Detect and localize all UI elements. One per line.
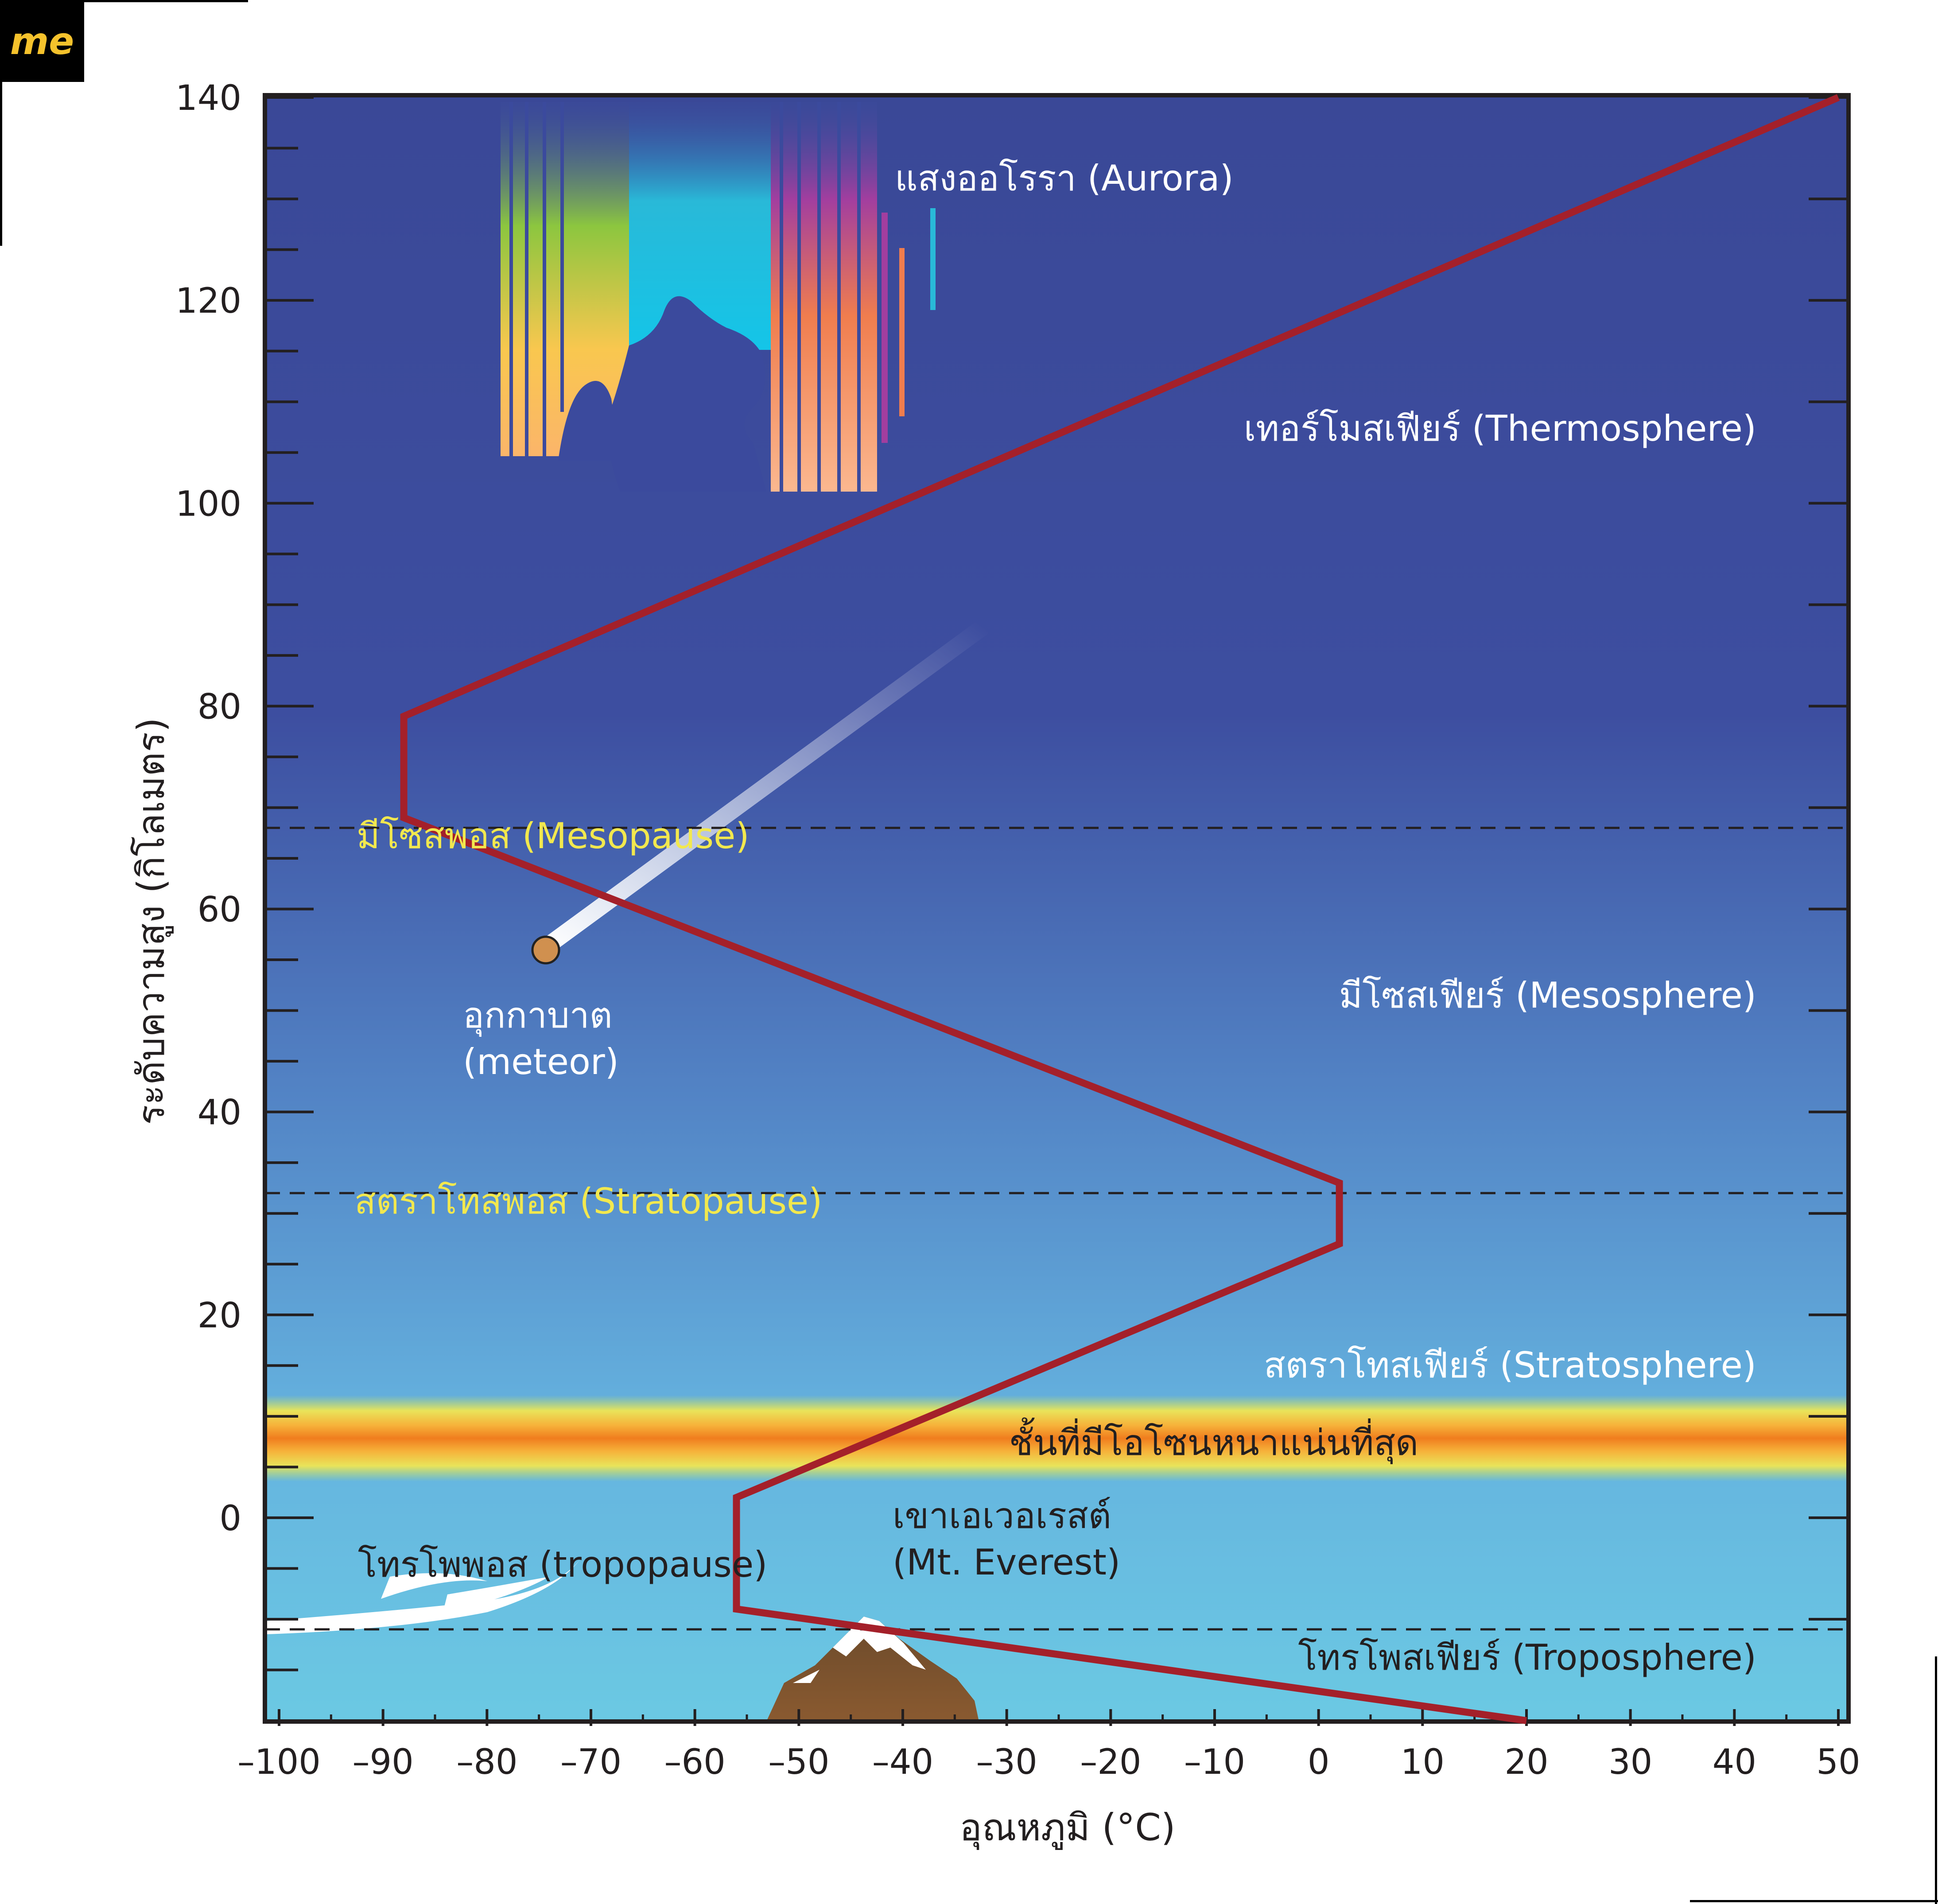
x-tick-label: –50 — [768, 1742, 829, 1782]
x-tick-label: –60 — [664, 1742, 726, 1782]
aurora-graphic — [501, 102, 936, 492]
curve-point — [1526, 1720, 1527, 1721]
x-tick-label: –20 — [1080, 1742, 1141, 1782]
frame-top-left-h — [0, 0, 248, 2]
meteor-label-line2: (meteor) — [463, 1041, 619, 1082]
y-tick-label: 80 — [198, 687, 241, 727]
cloud-graphic — [265, 1559, 580, 1634]
x-tick-label: 20 — [1504, 1742, 1548, 1782]
x-tick-label: 30 — [1608, 1742, 1652, 1782]
y-tick-label: 140 — [175, 78, 241, 118]
y-tick-label: 120 — [175, 281, 241, 321]
everest-label-line1: เขาเอเวอเรสต์ — [893, 1495, 1111, 1536]
x-tick-label: –100 — [237, 1742, 321, 1782]
x-tick-label: –40 — [872, 1742, 933, 1782]
y-tick-label: 100 — [175, 484, 241, 524]
x-tick-label: –30 — [976, 1742, 1037, 1782]
stratopause-label: สตราโทสพอส (Stratopause) — [354, 1181, 822, 1222]
tropopause-label: โทรโพพอส (tropopause) — [358, 1544, 767, 1585]
ozone-band — [265, 1395, 1849, 1481]
x-tick-label: 10 — [1401, 1742, 1445, 1782]
curve-point — [1838, 97, 1839, 98]
logo-text: me — [10, 19, 74, 63]
y-tick-label: 0 — [219, 1499, 241, 1539]
x-tick-label: 0 — [1308, 1742, 1330, 1782]
y-tick-label: 20 — [198, 1296, 241, 1336]
x-tick-label: 50 — [1816, 1742, 1860, 1782]
curve-point — [736, 1497, 737, 1498]
frame-bottom-right-v — [1935, 1656, 1937, 1904]
frame-top-left-v — [0, 0, 2, 246]
x-axis-label: อุณหภูมิ (°C) — [959, 1806, 1175, 1850]
mesopause-label: มีโซสพอส (Mesopause) — [357, 815, 750, 857]
y-tick-label: 40 — [198, 1093, 241, 1133]
mesosphere-label: มีโซสเฟียร์ (Mesosphere) — [1339, 975, 1756, 1016]
x-tick-label: –10 — [1184, 1742, 1245, 1782]
curve-point — [1339, 1243, 1340, 1244]
stratosphere-label: สตราโทสเฟียร์ (Stratosphere) — [1264, 1345, 1756, 1386]
x-tick-label: –70 — [560, 1742, 621, 1782]
thermosphere-label: เทอร์โมสเฟียร์ (Thermosphere) — [1244, 408, 1756, 449]
frame-bottom-right-h — [1690, 1900, 1938, 1902]
temperature-curve — [400, 94, 1840, 1724]
y-axis-label: ระดับความสูง (กิโลเมตร) — [129, 717, 174, 1125]
x-tick-label: –80 — [456, 1742, 517, 1782]
x-tick-label: –90 — [353, 1742, 414, 1782]
ozone-label: ชั้นที่มีโอโซนหนาแน่นที่สุด — [1009, 1417, 1418, 1464]
meteor-dot — [531, 935, 560, 965]
troposphere-label: โทรโพสเฟียร์ (Troposphere) — [1298, 1637, 1756, 1678]
mountain-graphic — [766, 1617, 979, 1722]
meteor-graphic — [531, 620, 989, 965]
logo: me — [0, 0, 84, 82]
y-tick-label: 60 — [198, 890, 241, 930]
meteor-label-line1: อุกกาบาต — [463, 995, 613, 1037]
x-tick-label: 40 — [1713, 1742, 1756, 1782]
aurora-label: แสงออโรรา (Aurora) — [895, 158, 1234, 199]
everest-label-line2: (Mt. Everest) — [893, 1542, 1120, 1583]
